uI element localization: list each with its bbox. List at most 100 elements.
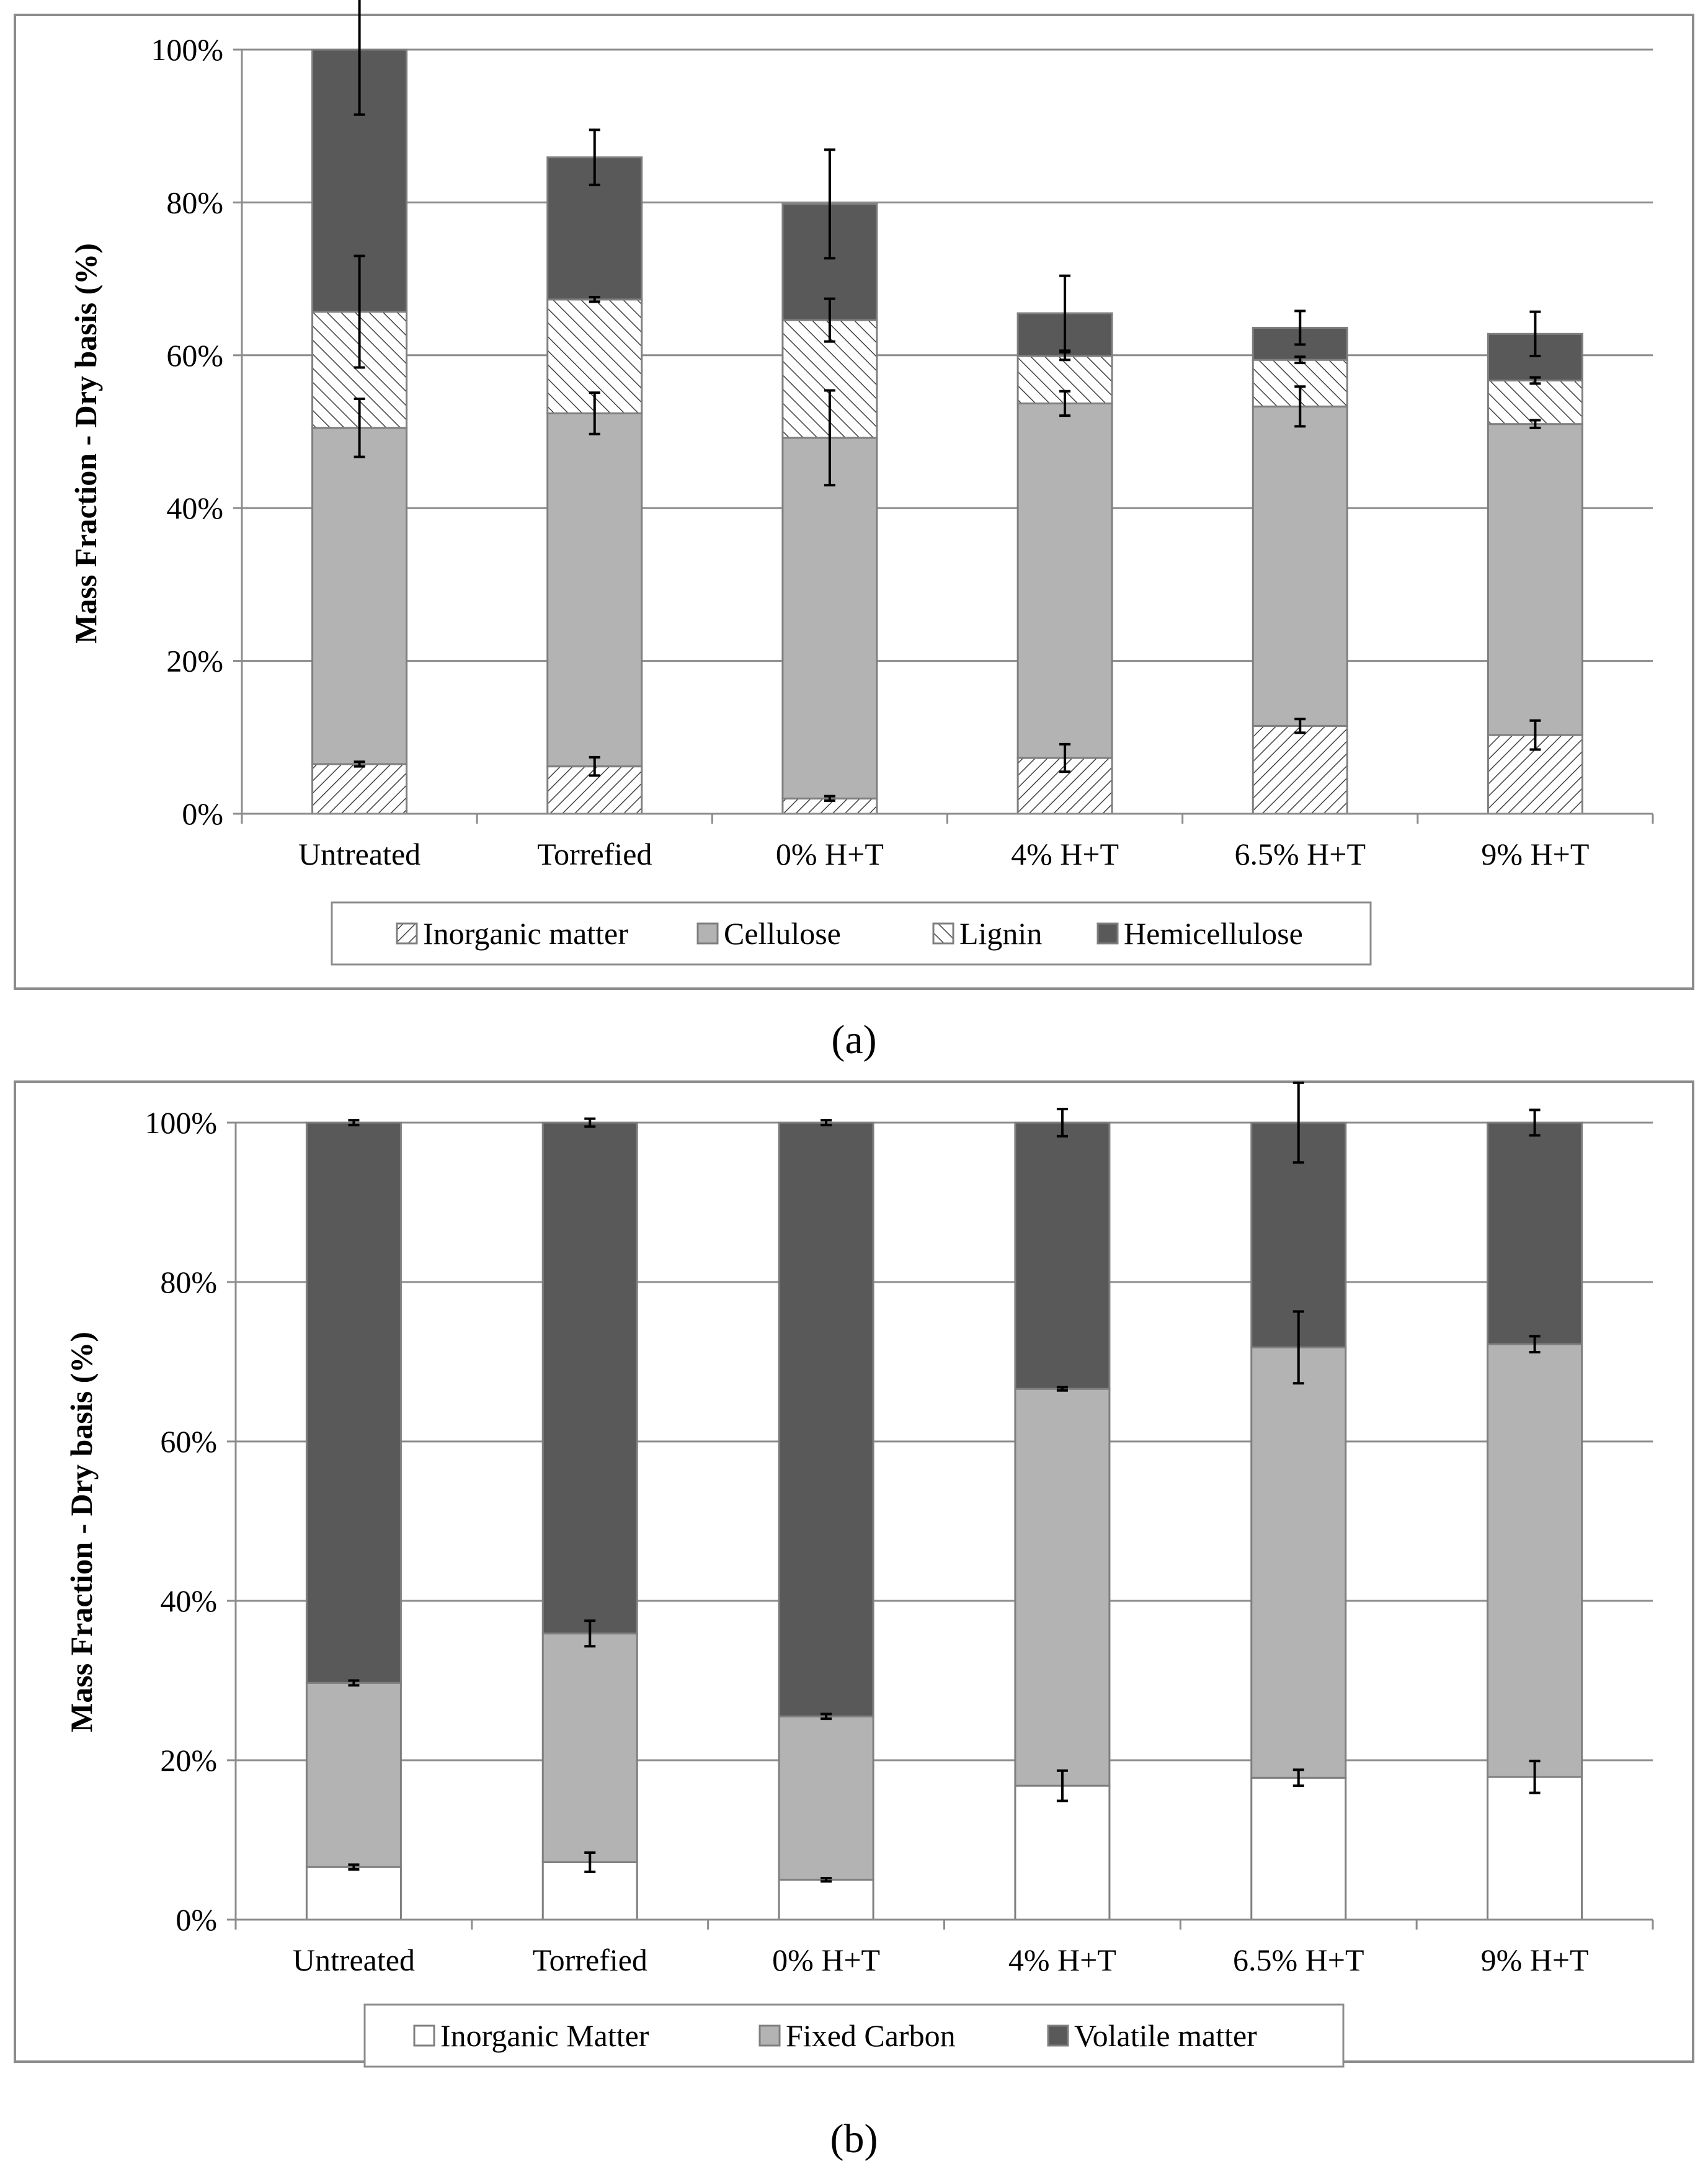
chart-panel-b: 0% 20% 40% 60% 80% 100% Untreated Torrefied 0% … (14, 1080, 1694, 2068)
caption-b: (b) (830, 2116, 878, 2162)
bar-volatile-matter-4pct-h-t (1014, 1121, 1111, 1390)
error-bar-inorganic-matter-9pct-h-t (1529, 719, 1541, 751)
bar-cellulose-6-5pct-h-t (1252, 405, 1348, 727)
bar-volatile-matter-torrefied (541, 1121, 638, 1635)
chart-a-gridlines (233, 48, 1653, 815)
error-bar-lignin-4pct-h-t (1059, 350, 1071, 362)
bar-cellulose-9pct-h-t (1487, 423, 1583, 736)
legend-swatch-cellulose (696, 922, 719, 945)
bar-fixed-carbon-4pct-h-t (1014, 1387, 1111, 1787)
x-tick-label: Torrefied (537, 837, 652, 871)
error-bar-inorganic-matter-torrefied (584, 1851, 596, 1873)
error-bar-hemicellulose-9pct-h-t (1529, 310, 1541, 358)
bar-inorganic-matter-6-5pct-h-t (1250, 1776, 1347, 1921)
chart-b-bars (305, 1121, 1583, 1921)
y-tick-label: 60% (166, 338, 223, 373)
bar-volatile-matter-untreated (305, 1121, 402, 1684)
y-tick-label: 60% (160, 1424, 217, 1459)
chart-b-error-bars (348, 1081, 1541, 1883)
bar-volatile-matter-0pct-h-t (778, 1121, 874, 1717)
error-bar-inorganic-matter-4pct-h-t (1056, 1769, 1068, 1802)
x-tick-label: 4% H+T (1011, 837, 1119, 871)
error-bar-hemicellulose-6-5pct-h-t (1294, 309, 1306, 346)
error-bar-hemicellulose-untreated (354, 0, 365, 116)
error-bar-volatile-matter-9pct-h-t (1529, 1108, 1541, 1137)
bar-inorganic-matter-0pct-h-t (778, 1879, 874, 1921)
error-bar-lignin-untreated (354, 254, 365, 369)
x-tick-label: 6.5% H+T (1235, 837, 1366, 871)
error-bar-cellulose-4pct-h-t (1059, 390, 1071, 417)
legend-label-fixed-carbon: Fixed Carbon (786, 2018, 956, 2053)
error-bar-lignin-torrefied (589, 296, 600, 303)
error-bar-volatile-matter-torrefied (584, 1117, 596, 1128)
y-tick-label: 0% (176, 1902, 217, 1937)
bar-fixed-carbon-untreated (305, 1681, 402, 1868)
y-tick-label: 100% (151, 32, 223, 67)
legend-swatch-lignin (932, 922, 954, 945)
legend-swatch-inorganic-matter (396, 922, 418, 945)
error-bar-inorganic-matter-0pct-h-t (824, 795, 835, 803)
bar-fixed-carbon-6-5pct-h-t (1250, 1346, 1347, 1779)
x-tick-label: 6.5% H+T (1233, 1943, 1364, 1977)
error-bar-inorganic-matter-0pct-h-t (821, 1877, 832, 1883)
chart-a-legend: Inorganic matter Cellulose Lignin Hemicellu… (331, 901, 1372, 966)
error-bar-cellulose-untreated (354, 398, 365, 458)
legend-label-volatile-matter: Volatile matter (1074, 2018, 1257, 2053)
x-tick-label: 9% H+T (1481, 837, 1589, 871)
legend-box (363, 2003, 1345, 2068)
chart-a-y-tick-labels: 0% 20% 40% 60% 80% 100% (151, 32, 223, 831)
error-bar-hemicellulose-torrefied (589, 128, 600, 187)
bar-inorganic-matter-9pct-h-t (1487, 1776, 1583, 1921)
error-bar-volatile-matter-0pct-h-t (821, 1119, 832, 1126)
bar-volatile-matter-9pct-h-t (1487, 1121, 1583, 1345)
error-bar-lignin-0pct-h-t (824, 297, 835, 343)
y-tick-label: 40% (166, 491, 223, 525)
error-bar-cellulose-6-5pct-h-t (1294, 385, 1306, 428)
bar-cellulose-untreated (311, 427, 408, 765)
legend-swatch-fixed-carbon (758, 2024, 781, 2047)
error-bar-cellulose-9pct-h-t (1529, 419, 1541, 429)
error-bar-fixed-carbon-4pct-h-t (1056, 1386, 1068, 1392)
y-tick-label: 20% (160, 1743, 217, 1778)
error-bar-inorganic-matter-6-5pct-h-t (1294, 718, 1306, 734)
x-tick-label: 4% H+T (1008, 1943, 1116, 1977)
y-tick-label: 0% (182, 796, 223, 831)
error-bar-lignin-6-5pct-h-t (1294, 355, 1306, 365)
error-bar-inorganic-matter-9pct-h-t (1529, 1760, 1541, 1794)
bar-fixed-carbon-9pct-h-t (1487, 1343, 1583, 1778)
legend-label-cellulose: Cellulose (724, 916, 841, 951)
bar-lignin-9pct-h-t (1487, 379, 1583, 425)
bar-inorganic-matter-4pct-h-t (1014, 1784, 1111, 1921)
legend-label-lignin: Lignin (959, 916, 1042, 951)
x-tick-label: Untreated (298, 837, 420, 871)
bar-fixed-carbon-0pct-h-t (778, 1715, 874, 1881)
bar-cellulose-0pct-h-t (781, 437, 878, 799)
caption-a: (a) (831, 1017, 876, 1062)
error-bar-fixed-carbon-untreated (348, 1679, 360, 1687)
error-bar-inorganic-matter-untreated (354, 760, 365, 768)
bar-inorganic-matter-untreated (311, 763, 408, 815)
chart-b-x-tick-labels: Untreated Torrefied 0% H+T 4% H+T 6.5% H+T 9%… (293, 1943, 1589, 1977)
chart-b-axes (234, 1123, 1654, 1930)
x-tick-label: 0% H+T (776, 837, 884, 871)
chart-a-y-axis-title: Mass Fraction - Dry basis (%) (68, 243, 103, 644)
x-tick-label: Untreated (293, 1943, 415, 1977)
chart-b-y-axis-title: Mass Fraction - Dry basis (%) (64, 1332, 99, 1732)
bar-inorganic-matter-6-5pct-h-t (1252, 724, 1348, 815)
y-tick-label: 80% (160, 1265, 217, 1299)
y-tick-label: 20% (166, 644, 223, 679)
x-tick-label: 9% H+T (1481, 1943, 1589, 1977)
legend-label-inorganic-matter: Inorganic matter (423, 916, 628, 951)
chart-a-error-bars (354, 0, 1541, 803)
error-bar-cellulose-0pct-h-t (824, 389, 835, 487)
chart-panel-a: 0% 20% 40% 60% 80% 100% Untreated Torrefied 0% … (14, 0, 1694, 990)
chart-b-legend: Inorganic Matter Fixed Carbon Volatile mat… (363, 2003, 1345, 2068)
legend-swatch-volatile-matter (1047, 2024, 1069, 2047)
error-bar-lignin-9pct-h-t (1529, 376, 1541, 385)
x-tick-label: 0% H+T (772, 1943, 880, 1977)
bar-cellulose-torrefied (546, 412, 643, 768)
error-bar-hemicellulose-4pct-h-t (1059, 274, 1071, 352)
error-bar-inorganic-matter-6-5pct-h-t (1292, 1768, 1304, 1788)
error-bar-cellulose-torrefied (589, 391, 600, 435)
